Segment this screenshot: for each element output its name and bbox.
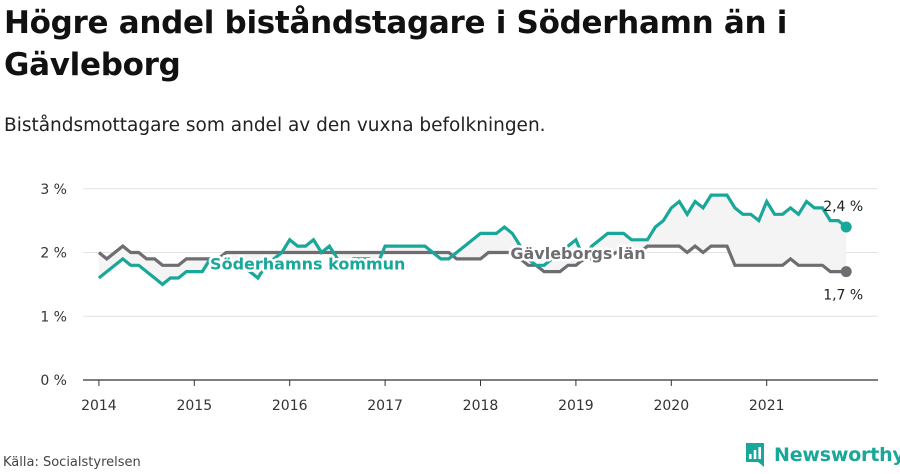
x-tick-label: 2015 xyxy=(176,398,212,414)
series-label-gavleborg: Gävleborgs län xyxy=(510,244,645,263)
brand-name: Newsworthy xyxy=(774,444,900,466)
series-label-soderhamn-halo: Söderhamns kommun xyxy=(210,255,405,274)
end-point-soderhamn xyxy=(840,221,852,233)
x-tick-label: 2021 xyxy=(749,398,785,414)
end-label-gavleborg: 1,7 % xyxy=(823,288,863,304)
y-tick-label: 2 % xyxy=(40,246,67,262)
y-tick-label: 0 % xyxy=(40,373,67,389)
newsworthy-icon xyxy=(746,443,764,467)
x-tick-label: 2014 xyxy=(81,398,117,414)
series-label-soderhamn: Söderhamns kommun xyxy=(210,255,405,274)
series-line-soderhamn xyxy=(97,193,848,287)
brand-logo[interactable]: Newsworthy xyxy=(744,441,900,469)
x-tick-label: 2017 xyxy=(367,398,403,414)
end-point-gavleborg xyxy=(840,266,852,278)
end-label-soderhamn: 2,4 % xyxy=(823,199,863,215)
source-note: Källa: Socialstyrelsen xyxy=(3,455,141,470)
band-layer xyxy=(98,195,847,285)
chart-subtitle: Biståndsmottagare som andel av den vuxna… xyxy=(4,115,546,136)
x-tick-label: 2020 xyxy=(653,398,689,414)
series-label-gavleborg-halo: Gävleborgs län xyxy=(510,244,645,263)
y-tick-label: 1 % xyxy=(40,309,67,325)
difference-band xyxy=(98,195,847,285)
y-tick-label: 3 % xyxy=(40,182,67,198)
axis-layer: 0 % 1 % 2 % 3 % 2014 2015 2016 2017 2018 2019 2020… xyxy=(40,182,878,414)
series-layer xyxy=(97,193,852,287)
x-tick-label: 2019 xyxy=(558,398,594,414)
x-tick-label: 2016 xyxy=(272,398,308,414)
series-line-gavleborg xyxy=(97,244,847,274)
x-tick-label: 2018 xyxy=(463,398,499,414)
chart-title: Högre andel biståndstagare i Söderhamn ä… xyxy=(4,5,788,83)
